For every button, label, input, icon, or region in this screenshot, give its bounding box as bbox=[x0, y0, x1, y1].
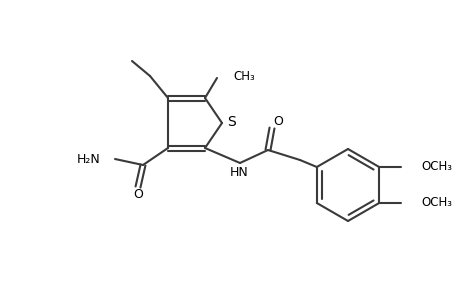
Text: OCH₃: OCH₃ bbox=[420, 160, 451, 172]
Text: O: O bbox=[133, 188, 143, 202]
Text: S: S bbox=[227, 115, 236, 129]
Text: OCH₃: OCH₃ bbox=[420, 196, 451, 209]
Text: H₂N: H₂N bbox=[77, 152, 101, 166]
Text: HN: HN bbox=[229, 166, 248, 178]
Text: O: O bbox=[273, 115, 282, 128]
Text: CH₃: CH₃ bbox=[233, 70, 254, 83]
